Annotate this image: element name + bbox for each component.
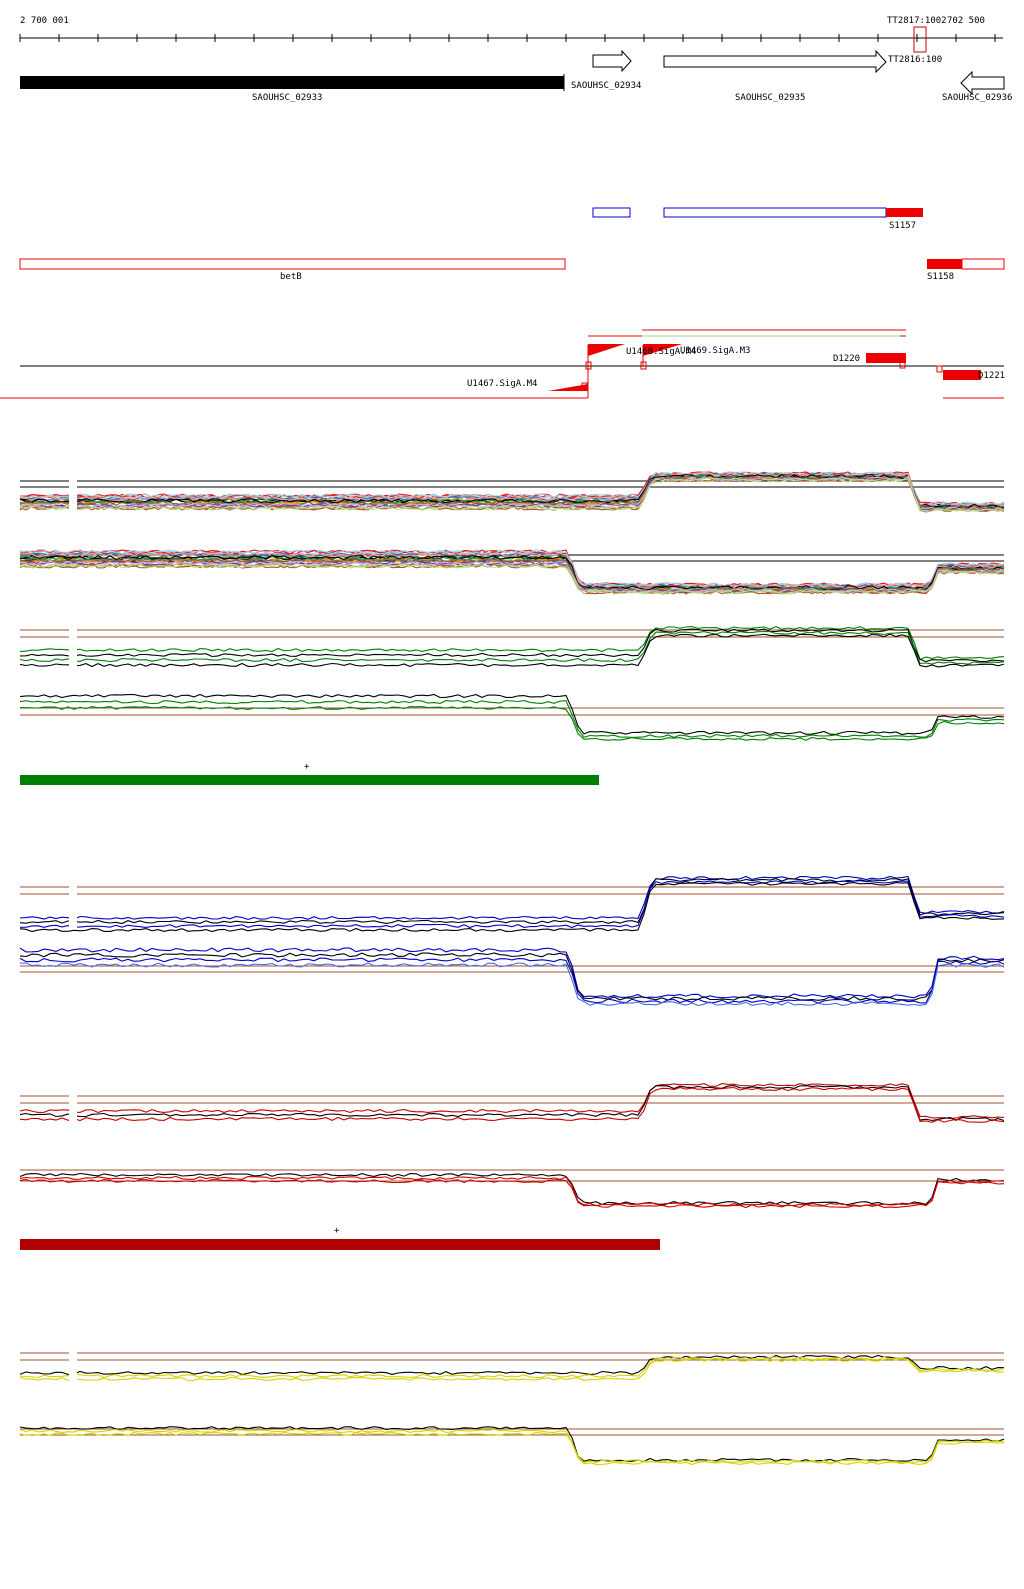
profile-line bbox=[19, 560, 1005, 594]
gap-mask bbox=[69, 883, 77, 928]
segment-s1158[interactable] bbox=[927, 259, 962, 269]
profile-line bbox=[19, 626, 1005, 661]
profile-line bbox=[19, 1357, 1005, 1382]
profile-line bbox=[19, 1086, 1005, 1123]
gene-label-02934: SAOUHSC_02934 bbox=[571, 81, 641, 91]
profile-line bbox=[19, 473, 1005, 509]
profile-line bbox=[19, 476, 1005, 512]
profile-line bbox=[19, 947, 1005, 999]
gap-mask bbox=[69, 476, 77, 516]
operon-betb[interactable] bbox=[19, 258, 566, 270]
operon-label-betb: betB bbox=[280, 272, 302, 282]
transcription-track: U1468.SigA.M4 U1469.SigA.M3 U1467.SigA.M… bbox=[0, 329, 1005, 399]
profile-line bbox=[19, 1431, 1005, 1466]
segment-label-s1157: S1157 bbox=[889, 221, 916, 231]
promoter-label-u1468: U1468.SigA.M4 bbox=[626, 347, 696, 357]
down-label-d1221: D1221 bbox=[978, 371, 1005, 381]
gene-label-02935: SAOUHSC_02935 bbox=[735, 93, 805, 103]
segment-s1157[interactable] bbox=[886, 208, 923, 217]
gene-saouhsc-02934[interactable] bbox=[592, 49, 632, 73]
profile-line bbox=[19, 557, 1005, 592]
profile-line bbox=[19, 699, 1005, 738]
gap-mask bbox=[69, 1350, 77, 1385]
terminator-box-tt2817 bbox=[913, 26, 927, 53]
profile-line bbox=[19, 952, 1005, 1001]
operon-track: betB S1158 bbox=[19, 258, 1005, 282]
profile-line bbox=[19, 555, 1005, 591]
profile-line bbox=[19, 875, 1005, 920]
profile-line bbox=[19, 631, 1005, 665]
gene-track: SAOUHSC_02933 SAOUHSC_02934 SAOUHSC_0293… bbox=[20, 49, 1012, 103]
profile-line bbox=[19, 705, 1005, 741]
profile-line bbox=[19, 1178, 1005, 1209]
profile-line bbox=[19, 633, 1005, 668]
ruler-ticks bbox=[19, 34, 996, 42]
gene-saouhsc-02935[interactable] bbox=[663, 49, 887, 74]
profile-line bbox=[19, 471, 1005, 507]
gene-saouhsc-02933[interactable] bbox=[20, 76, 564, 89]
profile-line bbox=[19, 1083, 1005, 1119]
profile-line bbox=[19, 1085, 1005, 1122]
gap-mask bbox=[69, 1093, 77, 1131]
profile-line bbox=[19, 1426, 1005, 1462]
ruler: 2 700 001 702 500 TT2817:1002 bbox=[19, 16, 1003, 53]
profile-line bbox=[19, 1356, 1005, 1379]
gene-label-02933: SAOUHSC_02933 bbox=[252, 93, 322, 103]
promoter-label-u1469: U1469.SigA.M3 bbox=[680, 346, 750, 356]
expression-profiles bbox=[19, 471, 1005, 1466]
profile-line bbox=[19, 962, 1005, 1006]
profile-line bbox=[19, 552, 1004, 589]
ruler-end-label: 702 500 bbox=[947, 16, 985, 26]
segment-label-s1158: S1158 bbox=[927, 272, 954, 282]
down-label-d1220: D1220 bbox=[833, 354, 860, 364]
down-d1220[interactable] bbox=[866, 353, 906, 363]
terminator-label-tt2817: TT2817:1002 bbox=[887, 16, 947, 26]
profile-line bbox=[19, 477, 1005, 513]
profile-line bbox=[19, 1428, 1005, 1464]
gene-saouhsc-02936[interactable] bbox=[960, 70, 1005, 96]
profile-line bbox=[19, 877, 1005, 925]
terminator-label-tt2816: TT2816:100 bbox=[888, 55, 942, 65]
gap-mask bbox=[69, 628, 77, 670]
promoter-u1467[interactable] bbox=[548, 384, 588, 391]
profile-line bbox=[19, 957, 1005, 1004]
profile-line bbox=[19, 1175, 1005, 1207]
profile-line bbox=[19, 882, 1005, 933]
red-bar-positive-strand[interactable] bbox=[20, 1239, 660, 1250]
segment-track: S1157 bbox=[592, 207, 923, 231]
profile-line bbox=[19, 563, 1005, 595]
down-d1221[interactable] bbox=[943, 370, 981, 380]
profile-line bbox=[19, 628, 1005, 663]
gene-label-02936: SAOUHSC_02936 bbox=[942, 93, 1012, 103]
green-bar-marker: + bbox=[304, 762, 310, 772]
promoter-label-u1467: U1467.SigA.M4 bbox=[467, 379, 537, 389]
segment-box-1[interactable] bbox=[592, 207, 631, 218]
segment-box-2[interactable] bbox=[663, 207, 887, 218]
ruler-start-label: 2 700 001 bbox=[20, 16, 69, 26]
red-bar-marker: + bbox=[334, 1226, 340, 1236]
green-bar-positive-strand[interactable] bbox=[20, 775, 599, 785]
promoter-u1469[interactable] bbox=[643, 344, 682, 356]
promoter-u1468[interactable] bbox=[588, 344, 625, 356]
profile-line bbox=[19, 693, 1005, 736]
profile-line bbox=[19, 880, 1005, 929]
